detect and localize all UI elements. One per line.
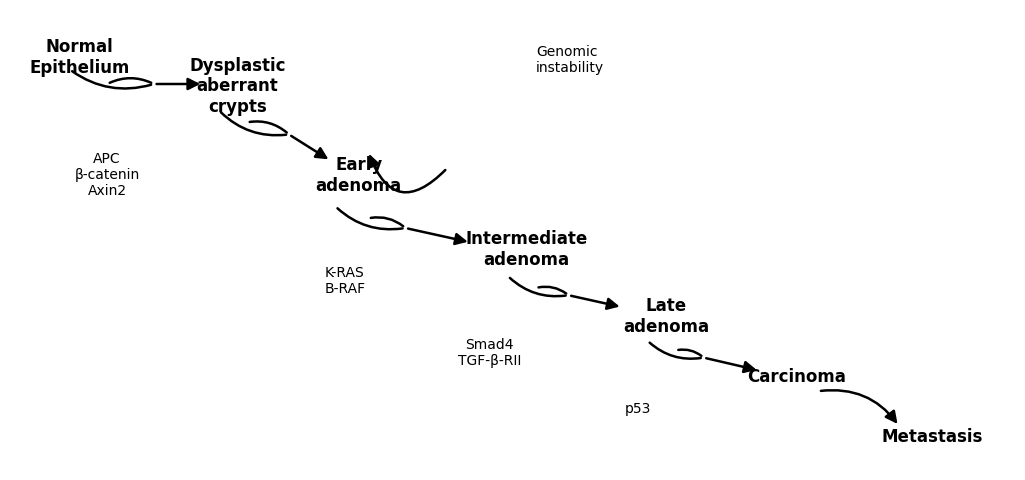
FancyArrowPatch shape [706,358,754,372]
Text: Normal
Epithelium: Normal Epithelium [29,38,129,77]
Text: p53: p53 [625,402,652,416]
Text: Early
adenoma: Early adenoma [316,156,402,194]
Text: APC
β-catenin
Axin2: APC β-catenin Axin2 [75,152,139,198]
FancyArrowPatch shape [538,287,566,293]
FancyArrowPatch shape [369,156,445,192]
FancyArrowPatch shape [371,217,403,226]
FancyArrowPatch shape [337,208,403,229]
Text: Genomic
instability: Genomic instability [536,45,604,75]
FancyArrowPatch shape [571,296,617,309]
Text: Metastasis: Metastasis [882,428,983,446]
Text: Smad4
TGF-β-RII: Smad4 TGF-β-RII [457,338,521,368]
FancyArrowPatch shape [821,390,896,422]
Text: Intermediate
adenoma: Intermediate adenoma [465,230,587,269]
FancyArrowPatch shape [650,343,701,359]
FancyArrowPatch shape [291,136,326,158]
Text: K-RAS
B-RAF: K-RAS B-RAF [324,266,365,296]
FancyArrowPatch shape [221,112,286,135]
FancyArrowPatch shape [408,228,465,244]
FancyArrowPatch shape [72,71,151,88]
FancyArrowPatch shape [157,79,198,89]
FancyArrowPatch shape [679,349,701,356]
Text: Late
adenoma: Late adenoma [623,298,709,336]
FancyArrowPatch shape [509,278,566,296]
FancyArrowPatch shape [250,121,287,132]
FancyArrowPatch shape [110,78,152,83]
Text: Carcinoma: Carcinoma [747,368,847,386]
Text: Dysplastic
aberrant
crypts: Dysplastic aberrant crypts [190,57,286,116]
